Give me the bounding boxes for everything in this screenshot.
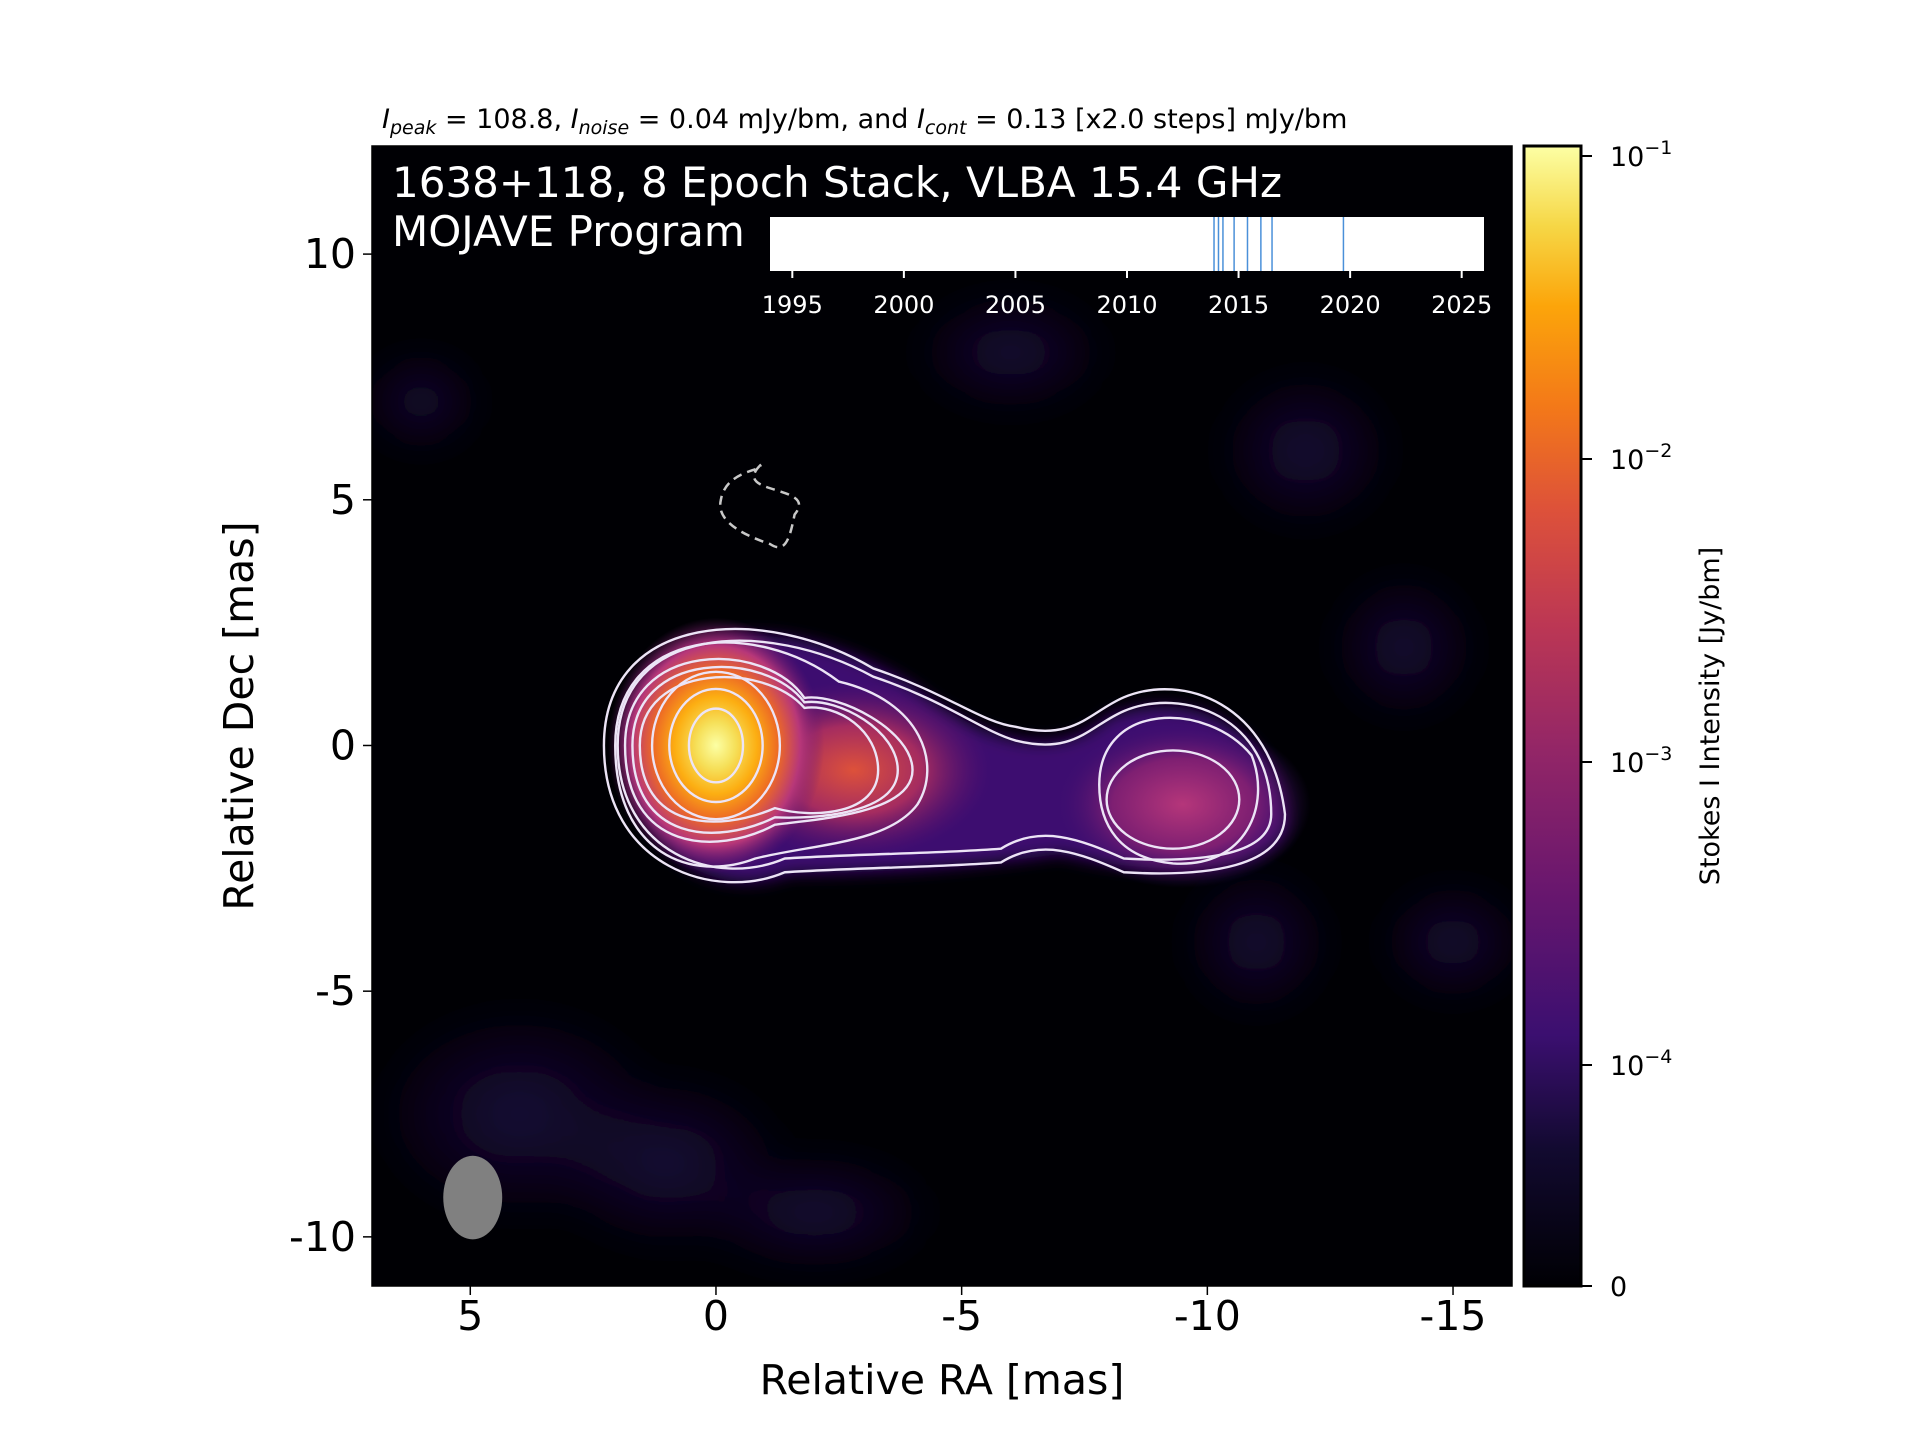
contour-level: [650, 670, 782, 821]
x-tick-label: 5: [457, 1292, 483, 1340]
timeline-tick-label: 2015: [1208, 291, 1269, 319]
contour-level: [1105, 749, 1241, 850]
timeline-tick-label: 2000: [873, 291, 934, 319]
noise-blob: [372, 352, 480, 451]
y-tick-label: 5: [330, 476, 356, 524]
timeline-tick-label: 2025: [1431, 291, 1492, 319]
x-tick-label: -5: [941, 1292, 982, 1340]
y-tick-label: -10: [289, 1213, 356, 1261]
colorbar-tick-label: 10−3: [1610, 743, 1672, 779]
colorbar-tick-label: 10−2: [1610, 440, 1672, 476]
noise-blob: [1379, 883, 1512, 1001]
noise-blob: [1182, 868, 1330, 1016]
colorbar-tick-label: 0: [1610, 1272, 1627, 1303]
colorbar-label: Stokes I Intensity [Jy/bm]: [1695, 547, 1726, 885]
colorbar-tick-label: 10−4: [1610, 1046, 1672, 1082]
intensity-map: 1638+118, 8 Epoch Stack, VLBA 15.4 GHz M…: [371, 145, 1513, 1287]
x-tick-label: -15: [1420, 1292, 1487, 1340]
timeline-tick-label: 2005: [985, 291, 1046, 319]
contour-level: [602, 627, 1287, 884]
y-tick-label: 0: [330, 721, 356, 769]
x-axis-label: Relative RA [mas]: [760, 1356, 1125, 1404]
contour-level: [687, 707, 745, 784]
contour-lines: [602, 627, 1287, 884]
contour-level: [631, 665, 899, 834]
colorbar: 10−1 10−2 10−3 10−4 0 Stokes I Intensity [Jy…: [1522, 137, 1726, 1303]
epoch-timeline: 1995 2000 2005 2010 2015 2020 2025: [762, 217, 1492, 319]
plot-frame: [371, 145, 1513, 1287]
negative-contour: [719, 463, 801, 549]
map-summary-title: Ipeak = 108.8, Inoise = 0.04 mJy/bm, and…: [382, 104, 1347, 139]
source-annotation: 1638+118, 8 Epoch Stack, VLBA 15.4 GHz: [392, 158, 1282, 207]
timeline-tick-label: 2010: [1096, 291, 1157, 319]
x-tick-label: 0: [703, 1292, 729, 1340]
noise-blob: [691, 1153, 937, 1272]
noise-blob: [1330, 573, 1478, 721]
background-noise: [372, 293, 1512, 1272]
contour-level: [623, 657, 914, 843]
x-axis: 5 0 -5 -10 -15: [457, 1286, 1487, 1340]
x-tick-label: -10: [1174, 1292, 1241, 1340]
timeline-tick-label: 2020: [1320, 291, 1381, 319]
beam-ellipse: [443, 1155, 503, 1240]
program-annotation: MOJAVE Program: [392, 207, 745, 256]
timeline-tick-label: 1995: [762, 291, 823, 319]
y-tick-label: -5: [315, 967, 356, 1015]
y-axis: 10 5 0 -5 -10: [289, 230, 372, 1261]
noise-blob: [1217, 372, 1394, 530]
contour-level: [616, 639, 1273, 870]
contour-level: [1098, 716, 1260, 865]
contour-level: [638, 675, 880, 823]
colorbar-tick-label: 10−1: [1610, 137, 1672, 173]
timeline-box: [770, 217, 1484, 271]
y-tick-label: 10: [304, 230, 356, 278]
colorbar-gradient: [1522, 144, 1583, 1288]
y-axis-label: Relative Dec [mas]: [215, 521, 263, 910]
contour-level: [668, 687, 764, 804]
noise-blob: [912, 293, 1109, 412]
